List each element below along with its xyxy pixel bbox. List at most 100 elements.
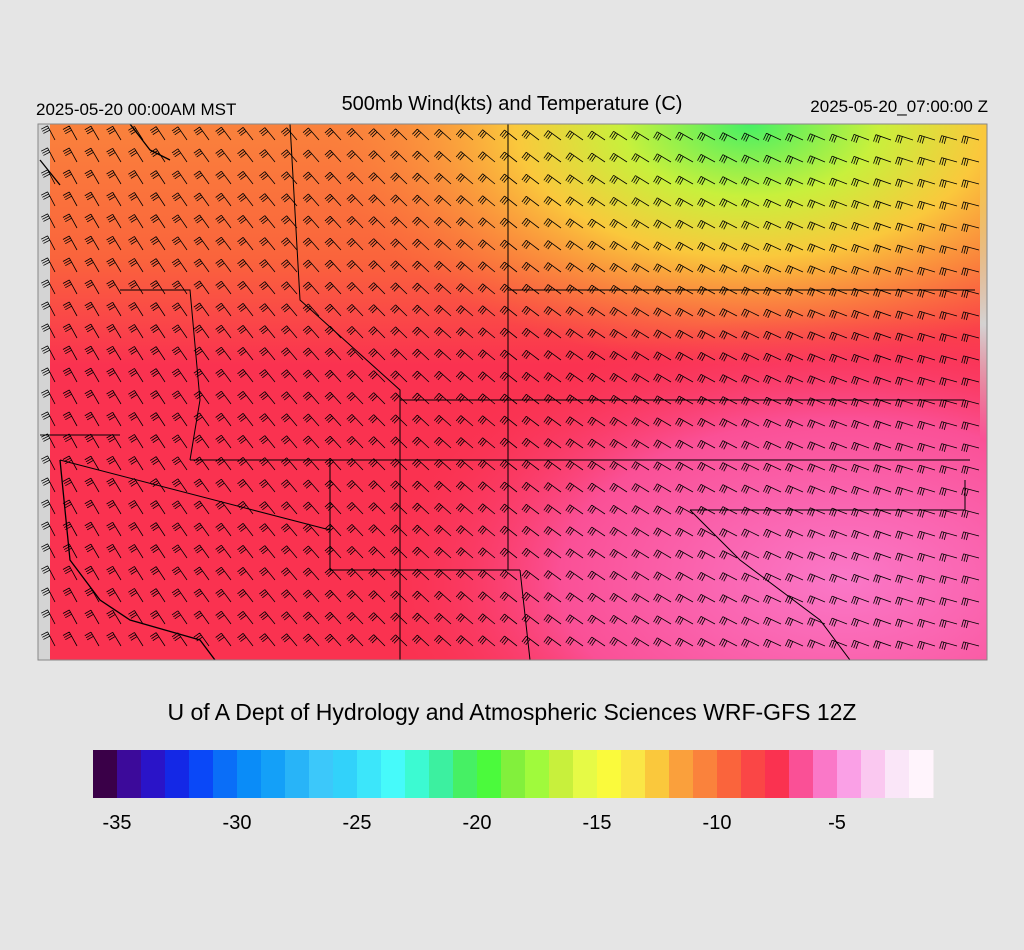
wind-barb xyxy=(455,151,474,163)
wind-barb xyxy=(631,351,650,361)
wind-barb xyxy=(324,171,342,185)
wind-barb xyxy=(961,157,980,167)
wind-barb xyxy=(477,481,496,493)
wind-barb xyxy=(653,329,672,339)
wind-barb xyxy=(84,631,100,647)
wind-barb xyxy=(741,242,760,252)
wind-barb xyxy=(106,345,122,361)
wind-barb xyxy=(763,418,782,428)
wind-barb xyxy=(477,217,496,229)
wind-barb xyxy=(324,589,342,603)
wind-barb xyxy=(128,148,144,163)
wind-barb xyxy=(106,169,122,185)
wind-barb xyxy=(215,302,232,317)
wind-barb xyxy=(939,575,958,584)
wind-barb xyxy=(128,214,144,229)
wind-barb xyxy=(215,324,232,339)
wind-barb xyxy=(543,394,562,405)
wind-barb xyxy=(653,417,672,427)
wind-barb xyxy=(259,193,276,207)
wind-barb xyxy=(171,346,188,361)
wind-barb xyxy=(741,220,760,230)
wind-barb xyxy=(851,354,870,363)
wind-barb xyxy=(390,370,408,383)
wind-barb xyxy=(280,281,298,295)
wind-barb xyxy=(961,289,980,299)
wind-barb xyxy=(106,477,122,493)
wind-barb xyxy=(149,346,166,361)
wind-barb xyxy=(961,531,980,541)
wind-barb xyxy=(346,238,364,251)
wind-barb xyxy=(829,133,848,143)
wind-barb xyxy=(543,570,562,581)
wind-barb xyxy=(961,597,980,607)
wind-barb xyxy=(521,239,540,251)
wind-barb xyxy=(477,327,496,339)
wind-barb xyxy=(62,367,78,383)
wind-barb xyxy=(128,236,144,251)
wind-barb xyxy=(280,589,298,603)
wind-barb xyxy=(829,331,848,341)
wind-barb xyxy=(412,612,430,625)
wind-barb xyxy=(565,482,584,493)
wind-barb xyxy=(128,302,144,317)
wind-barb xyxy=(521,569,540,581)
wind-barb xyxy=(259,501,276,515)
colorbar-swatch xyxy=(333,750,358,798)
wind-barb xyxy=(675,219,694,229)
wind-barb xyxy=(763,594,782,604)
wind-barb xyxy=(412,568,430,581)
wind-barb xyxy=(433,569,452,581)
wind-barb xyxy=(62,345,78,361)
wind-barb xyxy=(40,499,56,515)
wind-barb xyxy=(455,349,474,361)
wind-barb xyxy=(543,130,562,141)
wind-barb xyxy=(128,566,144,581)
wind-barb xyxy=(851,530,870,539)
wind-barb xyxy=(280,567,298,581)
wind-barb xyxy=(390,304,408,317)
wind-barb xyxy=(324,303,342,317)
wind-barb xyxy=(609,218,628,229)
wind-barb xyxy=(895,508,914,518)
wind-barb xyxy=(961,443,980,453)
wind-barb xyxy=(368,370,386,383)
wind-barb xyxy=(106,191,122,207)
colorbar-swatch xyxy=(501,750,526,798)
wind-barb xyxy=(961,553,980,563)
wind-barb xyxy=(873,552,892,562)
wind-barb xyxy=(873,618,892,628)
wind-barb xyxy=(873,134,892,144)
wind-barb xyxy=(390,612,408,625)
colorbar-swatch xyxy=(573,750,598,798)
wind-barb xyxy=(215,456,232,471)
wind-barb xyxy=(785,441,804,451)
wind-barb xyxy=(697,462,716,472)
wind-barb xyxy=(324,193,342,207)
wind-barb xyxy=(807,199,826,209)
wind-barb xyxy=(939,465,958,474)
wind-barb xyxy=(302,611,320,625)
wind-barb xyxy=(609,152,628,163)
wind-barb xyxy=(499,151,518,163)
wind-barb xyxy=(84,367,100,383)
wind-barb xyxy=(609,174,628,185)
wind-barb xyxy=(851,222,870,231)
wind-barb xyxy=(763,506,782,516)
wind-barb xyxy=(455,437,474,449)
wind-barb xyxy=(631,263,650,273)
wind-barb xyxy=(587,284,606,295)
wind-barb xyxy=(917,332,936,342)
wind-barb xyxy=(939,553,958,562)
wind-barb xyxy=(675,263,694,273)
wind-barb xyxy=(302,303,320,317)
wind-barb xyxy=(917,244,936,254)
wind-barb xyxy=(346,436,364,449)
wind-barb xyxy=(215,258,232,273)
wind-barb xyxy=(719,638,738,648)
wind-barb xyxy=(565,394,584,405)
wind-barb xyxy=(128,610,144,625)
wind-barb xyxy=(807,397,826,407)
wind-barb xyxy=(785,287,804,297)
wind-barb xyxy=(84,411,100,427)
